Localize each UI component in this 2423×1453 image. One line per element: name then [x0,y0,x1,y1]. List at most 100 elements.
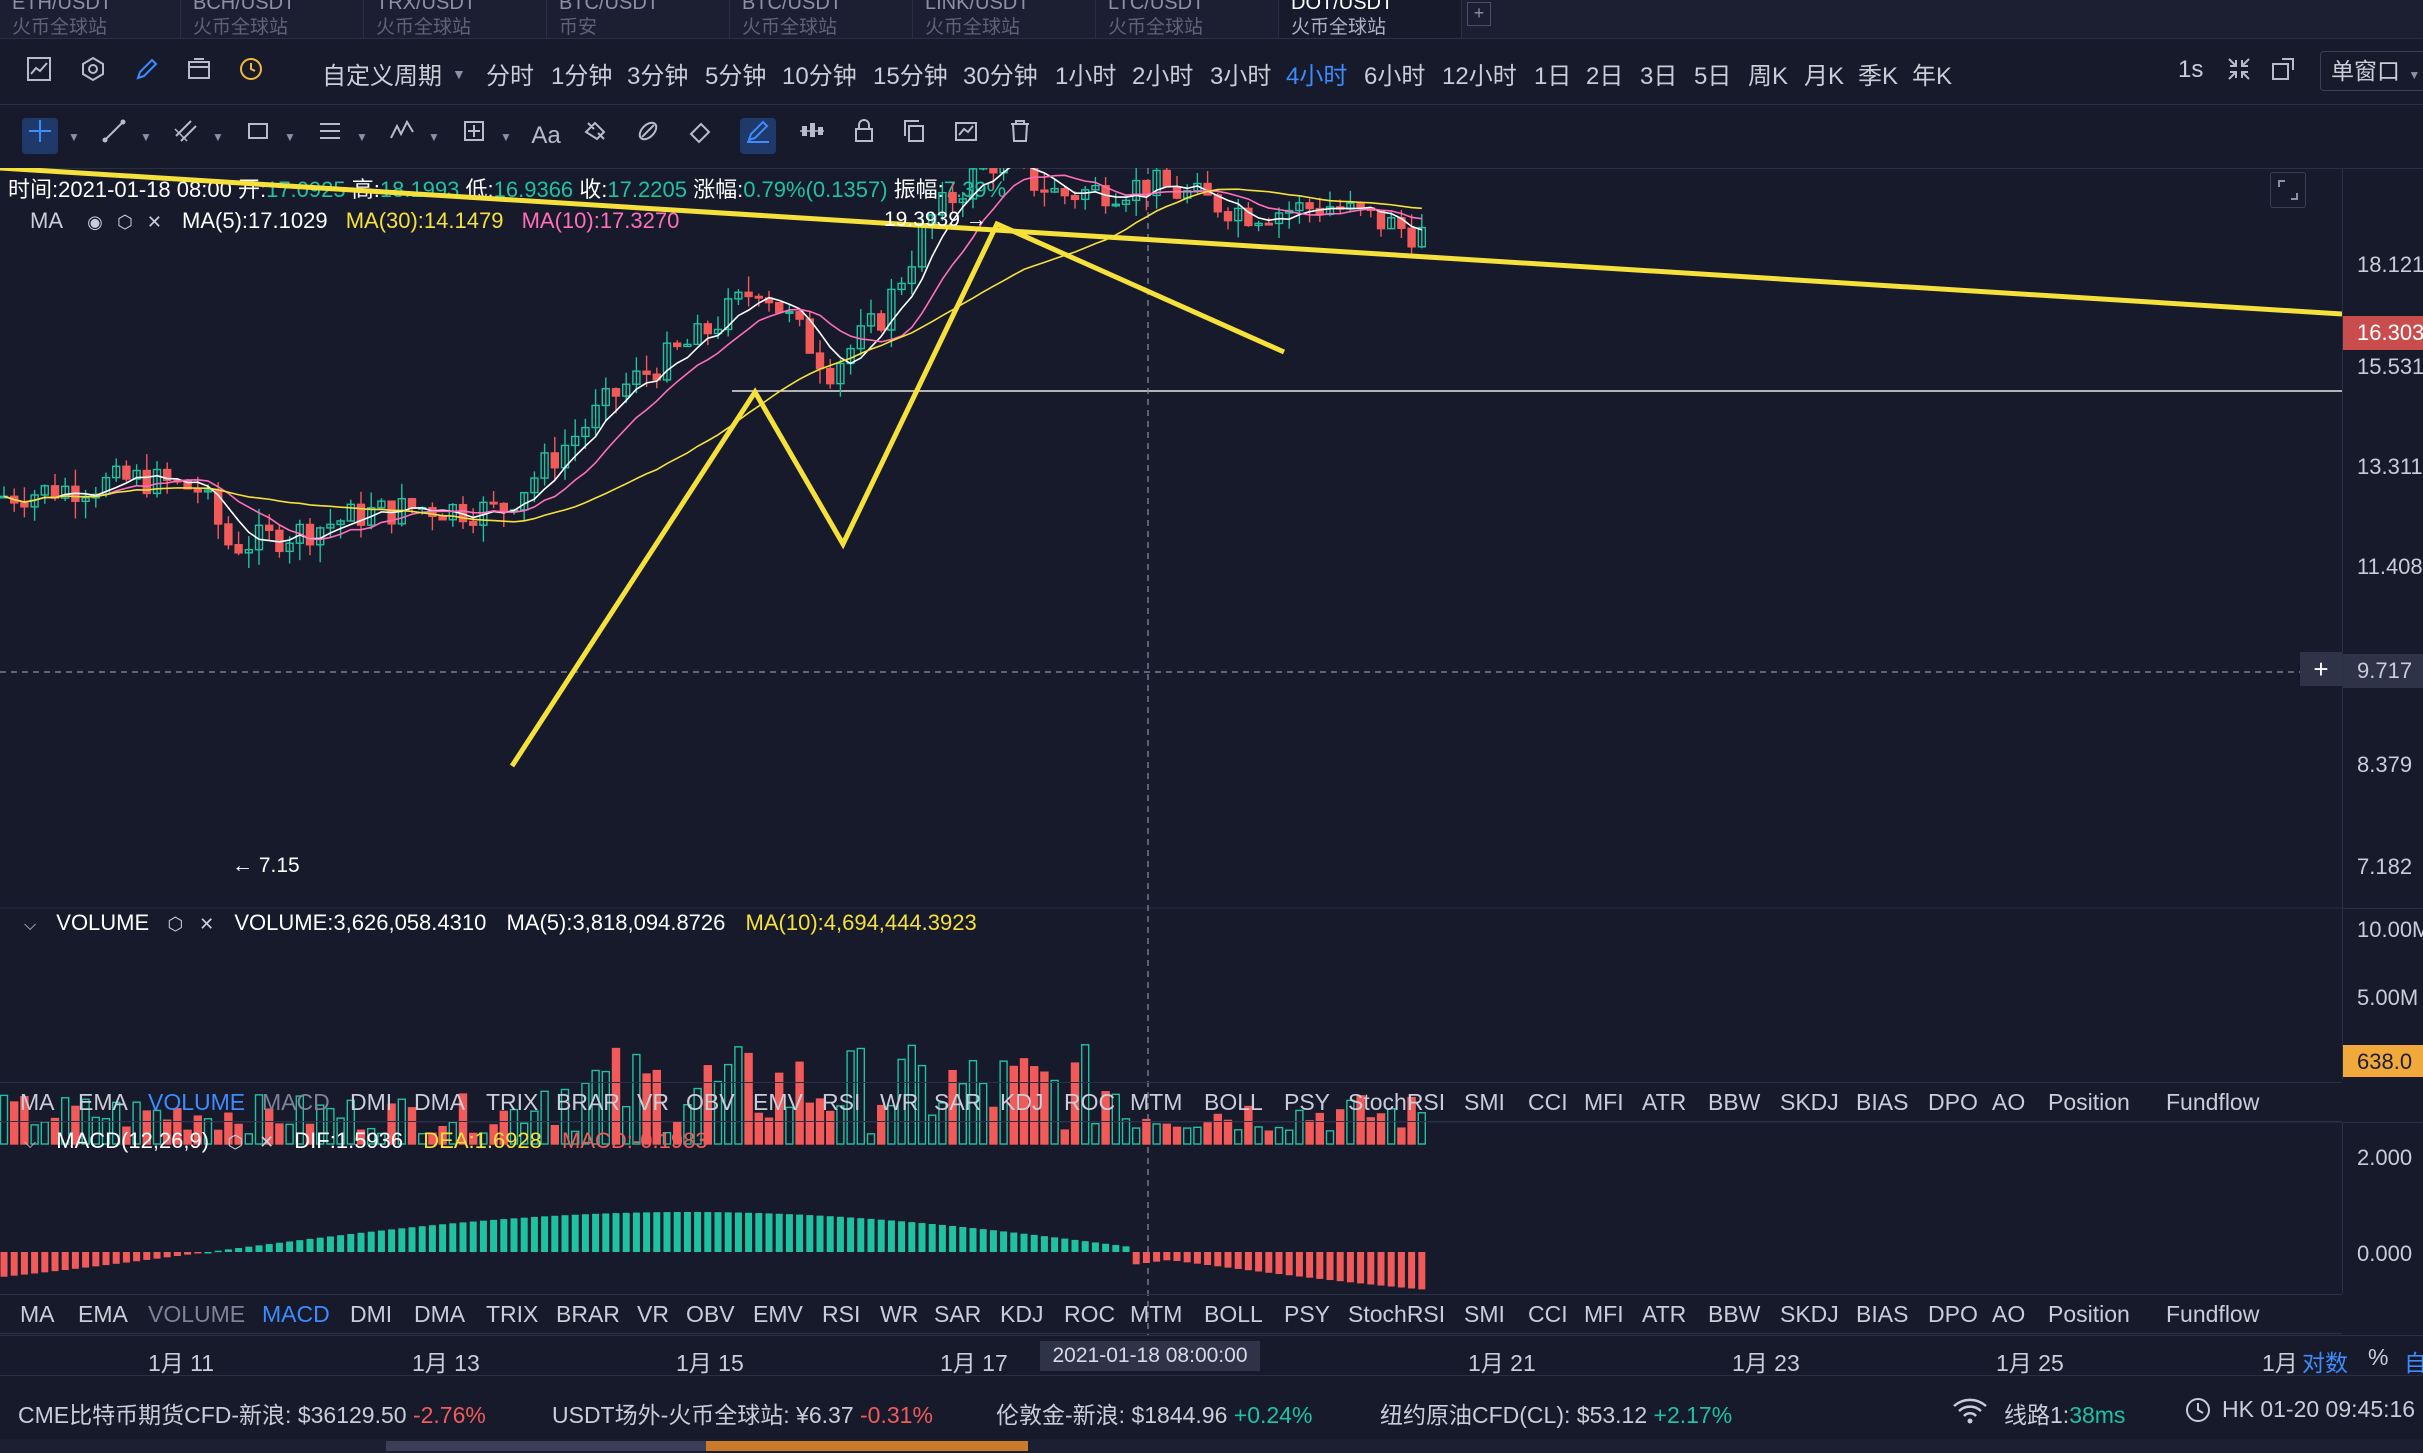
period-option[interactable]: 30分钟 [963,63,1038,90]
period-option[interactable]: 1日 [1534,63,1572,90]
indicator-tab[interactable]: OBV [686,1089,735,1115]
connection-status[interactable]: 线路1:38ms [2004,1396,2125,1430]
period-option[interactable]: 季K [1858,63,1899,90]
indicator-tab[interactable]: BIAS [1856,1301,1909,1327]
copy-icon[interactable] [896,118,932,154]
lock-icon[interactable] [846,118,882,154]
indicator-tab[interactable]: Position [2048,1301,2130,1327]
single-window-dropdown[interactable]: 单窗口 ▼ [2320,51,2423,91]
percent-scale-toggle[interactable]: % [2368,1344,2389,1370]
symbol-tab-active[interactable]: DOT/USDT 火币全球站 [1279,0,1462,38]
indicator-tab[interactable]: ATR [1642,1089,1687,1115]
crosshair-tool-icon[interactable] [22,118,58,154]
indicator-tab[interactable]: SAR [934,1089,982,1115]
fibonacci-tool-icon[interactable] [312,118,348,154]
text-tool-icon[interactable]: Aa [531,122,561,149]
rectangle-tool-icon[interactable] [240,118,276,154]
indicator-tab[interactable]: ROC [1064,1089,1116,1115]
indicator-tab[interactable]: DMA [414,1089,466,1115]
indicator-tab[interactable]: Fundflow [2166,1089,2260,1115]
period-option[interactable]: 15分钟 [873,63,948,90]
indicator-tab[interactable]: SAR [934,1301,982,1327]
indicator-tab[interactable]: EMA [78,1089,128,1115]
indicator-tab[interactable]: ATR [1642,1301,1687,1327]
indicator-tab[interactable]: BBW [1708,1301,1761,1327]
indicator-tab[interactable]: VR [637,1301,669,1327]
ticker-item[interactable]: 纽约原油CFD(CL): $53.12 +2.17% [1380,1396,1732,1430]
indicator-tab[interactable]: RSI [822,1089,861,1115]
indicator-tab[interactable]: DPO [1928,1089,1978,1115]
indicator-tab[interactable]: SKDJ [1780,1089,1839,1115]
indicator-tab[interactable]: EMV [753,1301,803,1327]
candle-style-icon[interactable] [794,118,830,154]
close-icon[interactable]: ✕ [146,212,162,232]
period-option[interactable]: 2小时 [1132,63,1194,90]
indicator-tab[interactable]: DMI [350,1089,393,1115]
chevron-down-icon[interactable]: ⌵ [24,1135,37,1152]
settings-icon[interactable]: ⬡ [116,212,133,232]
indicator-tab[interactable]: BIAS [1856,1089,1909,1115]
indicator-tab[interactable]: BOLL [1204,1301,1263,1327]
screenshot-icon[interactable] [948,118,984,154]
indicator-tab[interactable]: MFI [1584,1301,1624,1327]
indicator-tab[interactable]: KDJ [1000,1089,1044,1115]
log-scale-toggle[interactable]: 对数 [2302,1350,2348,1376]
refresh-interval[interactable]: 1s [2178,56,2204,83]
symbol-tab[interactable]: LTC/USDT 火币全球站 [1096,0,1279,38]
period-option-active[interactable]: 4小时 [1286,63,1348,90]
indicator-tab[interactable]: SMI [1464,1301,1505,1327]
period-option[interactable]: 3分钟 [627,63,689,90]
period-option[interactable]: 5日 [1694,63,1732,90]
add-tab-button[interactable]: + [1467,2,1491,26]
indicator-tab[interactable]: TRIX [486,1089,539,1115]
indicator-tab[interactable]: VR [637,1089,669,1115]
indicator-tab[interactable]: StochRSI [1348,1089,1446,1115]
indicator-tab[interactable]: SKDJ [1780,1301,1839,1327]
popout-window-icon[interactable] [2268,56,2298,86]
indicator-tab[interactable]: MACD [262,1089,330,1115]
chart-type-icon[interactable] [24,56,54,86]
period-option[interactable]: 10分钟 [782,63,857,90]
indicator-tab[interactable]: PSY [1284,1301,1331,1327]
alert-clock-icon[interactable] [236,56,266,86]
auto-scale-toggle[interactable]: 自 [2404,1350,2423,1376]
wave-pattern-tool-icon[interactable] [384,118,420,154]
period-option[interactable]: 月K [1804,63,1845,90]
indicator-tab[interactable]: CCI [1528,1301,1568,1327]
indicator-tab[interactable]: EMV [753,1089,803,1115]
indicator-tab[interactable]: OBV [686,1301,735,1327]
settings-icon[interactable] [78,56,108,86]
parallel-channel-tool-icon[interactable] [168,118,204,154]
indicator-tab[interactable]: KDJ [1000,1301,1044,1327]
settings-icon[interactable]: ⬡ [167,914,184,934]
period-option[interactable]: 周K [1748,63,1789,90]
trash-icon[interactable] [1002,118,1038,154]
period-option[interactable]: 3日 [1640,63,1678,90]
continuous-draw-icon[interactable] [740,118,776,154]
chevron-down-icon[interactable]: ⌵ [24,917,37,934]
period-option[interactable]: 2日 [1586,63,1624,90]
eraser-tool-icon[interactable] [682,118,718,154]
indicator-tab-active[interactable]: MACD [262,1301,330,1327]
symbol-tab[interactable]: LINK/USDT 火币全球站 [913,0,1096,38]
period-option[interactable]: 5分钟 [705,63,767,90]
custom-period-dropdown[interactable]: 自定义周期 [322,63,442,90]
indicator-tab[interactable]: MFI [1584,1089,1624,1115]
bottom-scrollbar[interactable] [0,1439,2423,1453]
indicator-tab[interactable]: StochRSI [1348,1301,1446,1327]
measure-tool-icon[interactable] [456,118,492,154]
indicator-tab[interactable]: DPO [1928,1301,1978,1327]
indicator-tab[interactable]: TRIX [486,1301,539,1327]
indicator-tab[interactable]: SMI [1464,1089,1505,1115]
indicator-tab[interactable]: VOLUME [148,1301,246,1327]
indicator-tab[interactable]: WR [880,1089,919,1115]
scroll-thumb-active[interactable] [706,1441,1028,1451]
magnet-tool-icon[interactable] [578,118,614,154]
ticker-item[interactable]: USDT场外-火币全球站: ¥6.37 -0.31% [552,1396,933,1430]
indicator-tab[interactable]: BRAR [556,1301,620,1327]
indicator-tab[interactable]: ROC [1064,1301,1116,1327]
indicator-tab[interactable]: CCI [1528,1089,1568,1115]
indicator-tab[interactable]: BRAR [556,1089,620,1115]
period-option[interactable]: 6小时 [1364,63,1426,90]
scroll-thumb[interactable] [386,1441,706,1451]
